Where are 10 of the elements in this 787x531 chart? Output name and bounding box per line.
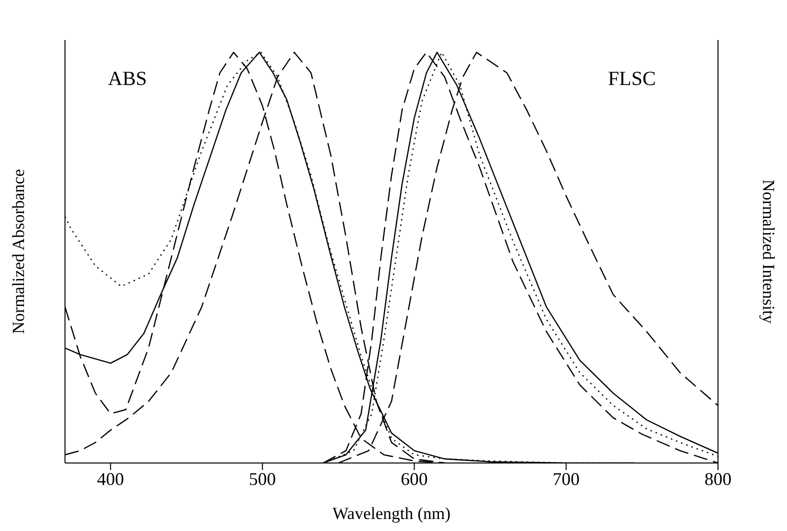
x-tick-label: 600: [400, 468, 428, 489]
y2-axis-title: Normalized Intensity: [758, 180, 778, 324]
x-tick-label: 800: [704, 468, 732, 489]
x-tick-label: 400: [97, 468, 124, 489]
x-axis-title: Wavelength (nm): [332, 504, 451, 523]
annotation: FLSC: [608, 68, 656, 91]
x-tick-label: 700: [552, 468, 580, 489]
y-axis-title: Normalized Absorbance: [9, 169, 28, 334]
x-tick-label: 500: [248, 468, 276, 489]
annotation: ABS: [108, 68, 147, 91]
